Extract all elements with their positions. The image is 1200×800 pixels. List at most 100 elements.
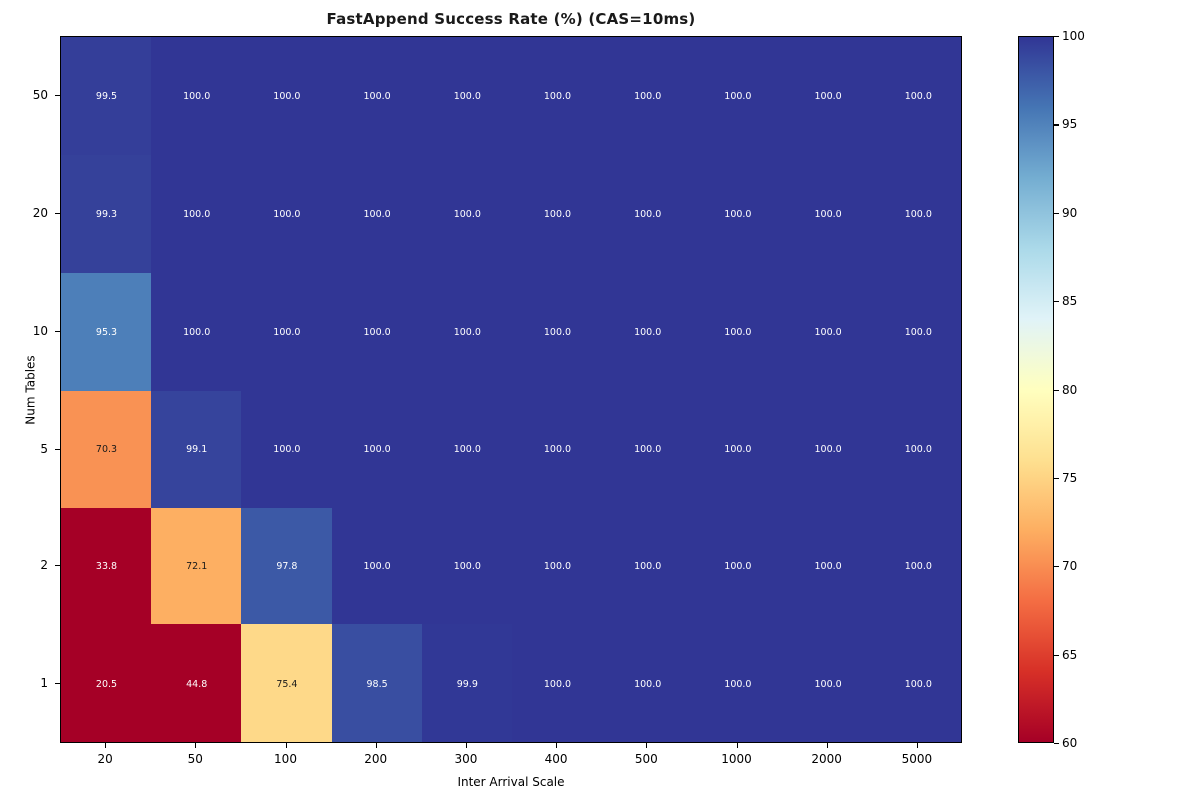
heatmap-cell[interactable]: 75.4: [241, 624, 333, 742]
heatmap-cell[interactable]: 100.0: [512, 391, 603, 509]
heatmap-cell[interactable]: 100.0: [872, 624, 961, 742]
heatmap-cell-value: 95.3: [95, 326, 118, 338]
heatmap-cell[interactable]: 100.0: [421, 37, 513, 156]
heatmap-cell[interactable]: 100.0: [151, 155, 243, 274]
heatmap-cell[interactable]: 100.0: [872, 155, 961, 274]
colorbar-tick-label: 100: [1062, 29, 1085, 43]
heatmap-cell[interactable]: 70.3: [61, 391, 152, 509]
colorbar[interactable]: [1018, 36, 1054, 743]
heatmap-cell[interactable]: 100.0: [782, 155, 874, 274]
heatmap-cell[interactable]: 100.0: [782, 391, 874, 509]
colorbar-tick-mark: [1054, 389, 1059, 391]
x-tick-mark: [195, 743, 197, 748]
heatmap-cell-value: 100.0: [453, 326, 481, 338]
heatmap-cell[interactable]: 95.3: [61, 273, 152, 392]
heatmap-cell[interactable]: 100.0: [782, 37, 874, 156]
heatmap-cell-value: 100.0: [724, 560, 752, 572]
heatmap-cell[interactable]: 100.0: [241, 391, 333, 509]
heatmap-cell[interactable]: 100.0: [331, 273, 423, 392]
heatmap-cell[interactable]: 100.0: [151, 273, 243, 392]
heatmap-cell[interactable]: 100.0: [602, 508, 694, 625]
heatmap-cell-value: 100.0: [273, 208, 301, 220]
heatmap-cell[interactable]: 100.0: [602, 273, 694, 392]
heatmap-cell[interactable]: 100.0: [421, 273, 513, 392]
heatmap-cell[interactable]: 99.5: [61, 37, 152, 156]
y-tick-mark: [55, 95, 60, 97]
heatmap-cell[interactable]: 100.0: [782, 508, 874, 625]
heatmap-cell[interactable]: 100.0: [692, 391, 784, 509]
heatmap-cell-value: 100.0: [634, 90, 662, 102]
heatmap-cell-value: 100.0: [904, 208, 932, 220]
heatmap-cell-value: 100.0: [724, 444, 752, 456]
heatmap-cell[interactable]: 33.8: [61, 508, 152, 625]
heatmap-cell[interactable]: 20.5: [61, 624, 152, 742]
colorbar-tick-mark: [1054, 566, 1059, 568]
heatmap-cell[interactable]: 100.0: [872, 273, 961, 392]
heatmap-cell-value: 100.0: [814, 326, 842, 338]
heatmap-cell[interactable]: 100.0: [872, 391, 961, 509]
heatmap-cell[interactable]: 100.0: [421, 508, 513, 625]
heatmap-cell[interactable]: 100.0: [782, 273, 874, 392]
heatmap-cell-value: 100.0: [634, 326, 662, 338]
x-tick-label: 200: [364, 752, 388, 766]
heatmap-cell-value: 100.0: [634, 208, 662, 220]
heatmap-cell[interactable]: 100.0: [331, 391, 423, 509]
x-tick-label: 1000: [721, 752, 752, 766]
heatmap-cell[interactable]: 44.8: [151, 624, 243, 742]
heatmap-cell[interactable]: 100.0: [692, 508, 784, 625]
heatmap-cell[interactable]: 72.1: [151, 508, 243, 625]
heatmap-cell-value: 100.0: [814, 90, 842, 102]
y-axis-label: Num Tables: [23, 354, 38, 425]
heatmap-cell[interactable]: 99.9: [421, 624, 513, 742]
heatmap-cell-value: 99.5: [95, 90, 118, 102]
heatmap-cell[interactable]: 100.0: [602, 37, 694, 156]
heatmap-cell[interactable]: 100.0: [421, 155, 513, 274]
heatmap-cell-value: 100.0: [543, 208, 572, 220]
heatmap-cell-value: 100.0: [273, 326, 301, 338]
heatmap-cell-value: 100.0: [363, 326, 391, 338]
heatmap-cell[interactable]: 100.0: [872, 508, 961, 625]
heatmap-cell-value: 100.0: [543, 326, 572, 338]
heatmap-cell[interactable]: 100.0: [602, 391, 694, 509]
heatmap-cell[interactable]: 100.0: [512, 37, 603, 156]
heatmap-cell-value: 100.0: [724, 326, 752, 338]
y-tick-mark: [55, 565, 60, 567]
heatmap-cell[interactable]: 100.0: [241, 37, 333, 156]
heatmap-cell-value: 100.0: [814, 208, 842, 220]
heatmap-cell[interactable]: 100.0: [512, 508, 603, 625]
heatmap-cell[interactable]: 100.0: [692, 273, 784, 392]
heatmap-cell[interactable]: 100.0: [331, 508, 423, 625]
x-tick-label: 400: [544, 752, 568, 766]
heatmap-cell[interactable]: 100.0: [602, 155, 694, 274]
heatmap-cell[interactable]: 100.0: [692, 155, 784, 274]
heatmap-cell[interactable]: 100.0: [241, 155, 333, 274]
y-tick-label: 50: [32, 88, 48, 102]
heatmap-cell[interactable]: 97.8: [241, 508, 333, 625]
heatmap-cell-value: 100.0: [363, 90, 391, 102]
y-tick-label: 10: [32, 324, 48, 338]
heatmap-cell-value: 100.0: [363, 560, 391, 572]
colorbar-tick-mark: [1054, 654, 1059, 656]
heatmap-cell[interactable]: 100.0: [872, 37, 961, 156]
heatmap-cell[interactable]: 100.0: [512, 155, 603, 274]
heatmap-cell[interactable]: 100.0: [512, 624, 603, 742]
heatmap-cell[interactable]: 98.5: [331, 624, 423, 742]
heatmap-cell-value: 100.0: [183, 326, 211, 338]
heatmap-cell[interactable]: 100.0: [692, 624, 784, 742]
heatmap-plot-area[interactable]: 99.5 100.0 100.0 100.0 100.0 100.0 100.0 100.0 1…: [60, 36, 962, 743]
heatmap-cell[interactable]: 100.0: [331, 37, 423, 156]
heatmap-cell[interactable]: 99.3: [61, 155, 152, 274]
heatmap-cell-value: 100.0: [453, 208, 481, 220]
heatmap-cell[interactable]: 100.0: [602, 624, 694, 742]
heatmap-cell[interactable]: 100.0: [782, 624, 874, 742]
heatmap-cell-value: 100.0: [543, 678, 572, 690]
heatmap-cell[interactable]: 100.0: [512, 273, 603, 392]
heatmap-cell-value: 75.4: [276, 678, 298, 690]
x-axis-label: Inter Arrival Scale: [457, 775, 565, 789]
heatmap-cell[interactable]: 100.0: [692, 37, 784, 156]
heatmap-cell[interactable]: 100.0: [421, 391, 513, 509]
heatmap-cell[interactable]: 100.0: [241, 273, 333, 392]
heatmap-cell[interactable]: 99.1: [151, 391, 243, 509]
heatmap-cell[interactable]: 100.0: [151, 37, 243, 156]
heatmap-cell[interactable]: 100.0: [331, 155, 423, 274]
